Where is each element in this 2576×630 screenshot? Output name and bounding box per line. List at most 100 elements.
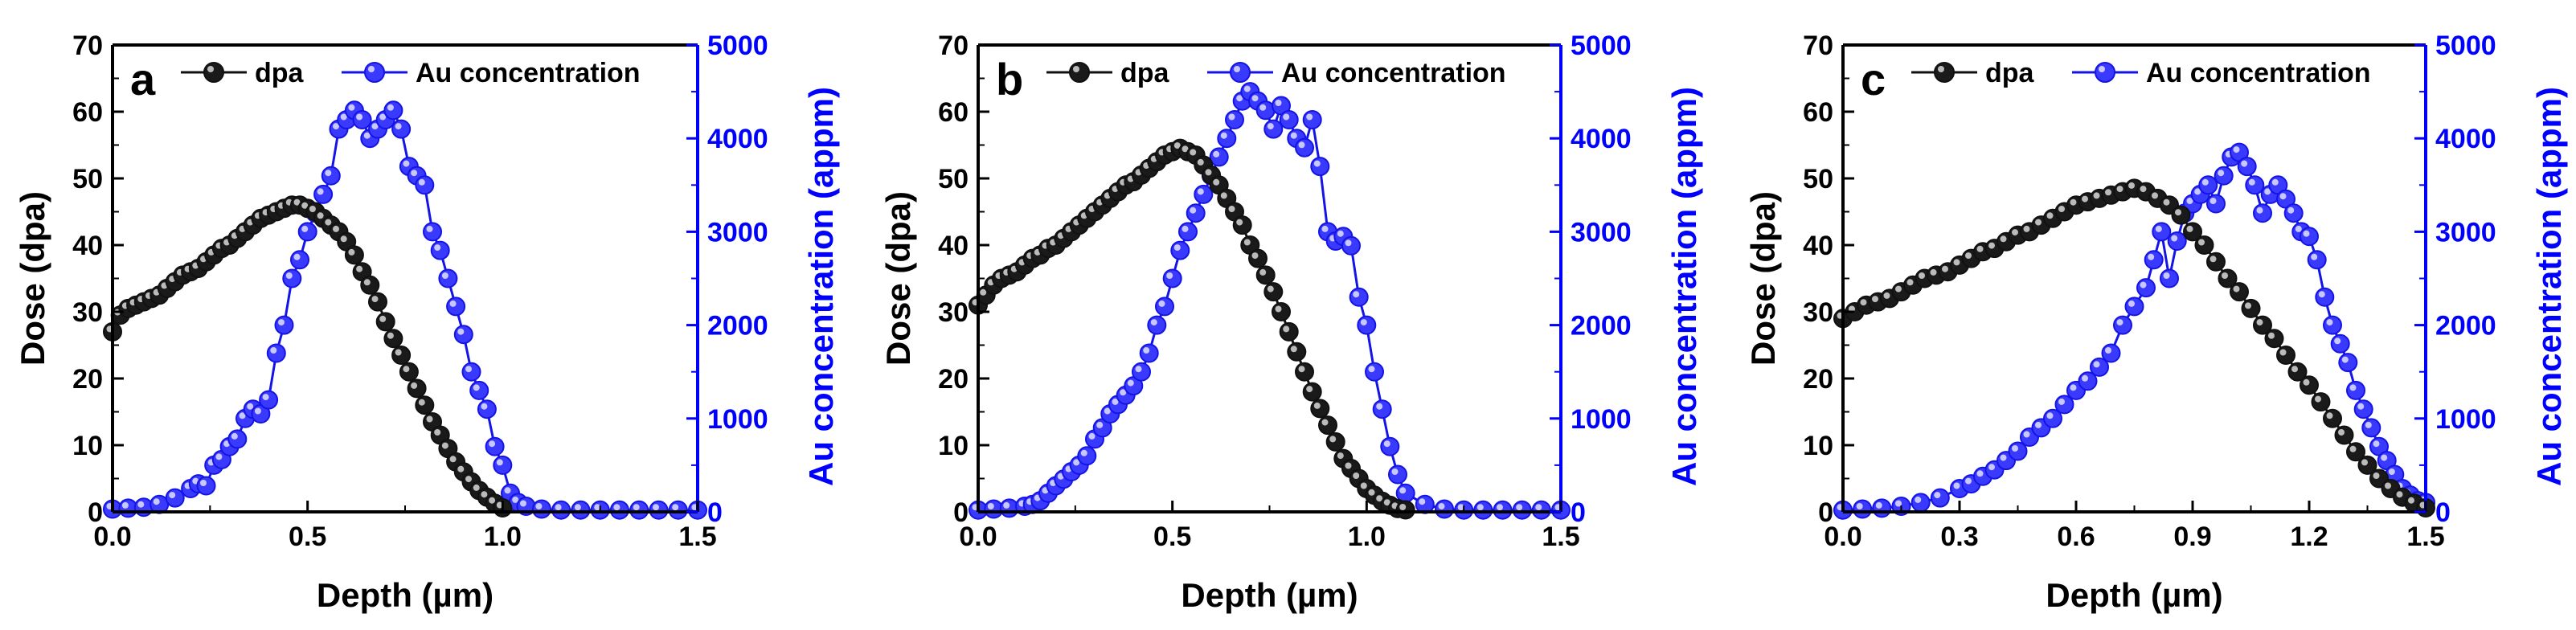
y-tick-label: 50 bbox=[72, 164, 103, 194]
dpa-point bbox=[2287, 362, 2308, 382]
au-marker-highlight bbox=[270, 347, 277, 354]
au-point bbox=[1372, 399, 1392, 419]
x-axis-title: Depth (µm) bbox=[1181, 576, 1358, 614]
dpa-marker bbox=[2334, 425, 2354, 445]
dpa-point bbox=[344, 245, 364, 265]
au-marker-highlight bbox=[449, 300, 457, 307]
au-point bbox=[2276, 189, 2295, 209]
au-marker-highlight bbox=[215, 453, 223, 460]
y-tick-label: 10 bbox=[1803, 431, 1833, 461]
au-marker-highlight bbox=[2070, 384, 2077, 391]
dpa-marker-highlight bbox=[1197, 158, 1204, 166]
au-marker bbox=[1279, 110, 1299, 129]
au-marker-highlight bbox=[1895, 500, 1902, 507]
au-marker-highlight bbox=[1497, 504, 1503, 511]
au-marker bbox=[2315, 287, 2335, 307]
au-point bbox=[2078, 371, 2098, 391]
au-marker bbox=[1170, 240, 1190, 260]
panel-letter: b bbox=[996, 54, 1023, 104]
panel-a: 0.0 0.5 1.0 1.50102030405060700100020003000… bbox=[14, 31, 840, 614]
au-marker bbox=[477, 399, 497, 419]
au-marker-highlight bbox=[2058, 398, 2065, 405]
au-marker-highlight bbox=[633, 504, 640, 511]
dpa-point bbox=[407, 378, 427, 399]
dpa-marker-highlight bbox=[1283, 325, 1290, 333]
dpa-marker-highlight bbox=[1251, 252, 1259, 260]
au-point bbox=[282, 268, 302, 288]
legend-label-au: Au concentration bbox=[1281, 58, 1506, 88]
au-marker-highlight bbox=[2349, 384, 2357, 391]
dpa-marker-highlight bbox=[465, 476, 472, 483]
au-marker-highlight bbox=[231, 432, 238, 440]
au-point bbox=[415, 175, 435, 195]
dpa-point bbox=[1295, 362, 1314, 382]
dpa-point bbox=[2241, 298, 2261, 318]
au-marker-highlight bbox=[1337, 230, 1344, 237]
dpa-marker-highlight bbox=[2035, 219, 2042, 226]
au-marker-highlight bbox=[594, 504, 601, 511]
dpa-marker-highlight bbox=[2233, 285, 2240, 292]
au-point bbox=[2144, 250, 2164, 270]
dpa-marker-highlight bbox=[1919, 272, 1925, 279]
au-marker bbox=[297, 222, 317, 242]
dpa-marker-highlight bbox=[2093, 192, 2100, 199]
au-point bbox=[609, 500, 629, 520]
dpa-marker-highlight bbox=[2152, 192, 2158, 199]
y-axis-title: Dose (dpa) bbox=[14, 191, 51, 366]
au-marker-highlight bbox=[613, 504, 620, 511]
au-point bbox=[2361, 418, 2381, 438]
dpa-marker-highlight bbox=[1337, 452, 1344, 460]
legend-label-au: Au concentration bbox=[2146, 58, 2371, 88]
dpa-point bbox=[399, 362, 419, 382]
au-marker bbox=[2206, 194, 2226, 214]
au-marker bbox=[1910, 493, 1931, 513]
dpa-marker-highlight bbox=[2163, 198, 2170, 206]
y2-axis-title: Au concentration (appm) bbox=[2530, 87, 2568, 486]
dpa-marker bbox=[1263, 282, 1284, 302]
dpa-marker-highlight bbox=[371, 296, 379, 303]
au-marker-highlight bbox=[1353, 291, 1360, 298]
au-marker bbox=[1357, 315, 1377, 335]
au-point bbox=[1930, 488, 1950, 508]
y-tick-label: 60 bbox=[72, 97, 103, 128]
dpa-point bbox=[2357, 455, 2377, 475]
dpa-point bbox=[1302, 382, 1322, 402]
dpa-marker bbox=[1310, 399, 1330, 419]
au-marker-highlight bbox=[2035, 421, 2042, 428]
au-marker-highlight bbox=[200, 480, 207, 486]
au-point bbox=[1279, 110, 1299, 129]
au-marker-highlight bbox=[1953, 482, 1960, 489]
au-marker-highlight bbox=[1243, 85, 1251, 92]
y-tick-label: 50 bbox=[938, 164, 969, 194]
au-marker bbox=[1263, 119, 1284, 139]
au-point bbox=[493, 455, 513, 475]
legend-marker-highlight-au bbox=[368, 66, 375, 72]
dpa-point bbox=[375, 312, 395, 332]
au-marker bbox=[438, 268, 458, 288]
au-marker-highlight bbox=[2148, 253, 2155, 260]
dpa-marker bbox=[1318, 415, 1337, 436]
au-marker-highlight bbox=[2233, 146, 2240, 153]
au-marker bbox=[485, 436, 505, 456]
au-marker-highlight bbox=[1143, 347, 1150, 354]
dpa-marker-highlight bbox=[1895, 285, 1902, 292]
y2-tick-label: 4000 bbox=[2435, 124, 2496, 154]
panel-letter: a bbox=[130, 54, 156, 104]
dpa-marker-highlight bbox=[1383, 499, 1390, 506]
y2-axis-title: Au concentration (appm) bbox=[802, 87, 840, 486]
dpa-point bbox=[2323, 408, 2342, 428]
au-marker bbox=[531, 499, 551, 519]
au-marker-highlight bbox=[254, 407, 261, 415]
au-marker bbox=[1349, 287, 1369, 307]
au-point bbox=[2043, 408, 2062, 428]
dpa-marker-highlight bbox=[1965, 252, 1972, 260]
dpa-point bbox=[368, 292, 387, 312]
au-marker-highlight bbox=[1875, 501, 1882, 509]
au-marker-highlight bbox=[1965, 477, 1972, 485]
dpa-marker-highlight bbox=[1306, 386, 1313, 393]
au-marker-highlight bbox=[2093, 361, 2100, 368]
au-marker-highlight bbox=[1182, 225, 1189, 232]
au-marker bbox=[1139, 343, 1159, 363]
au-marker-highlight bbox=[1345, 239, 1352, 247]
